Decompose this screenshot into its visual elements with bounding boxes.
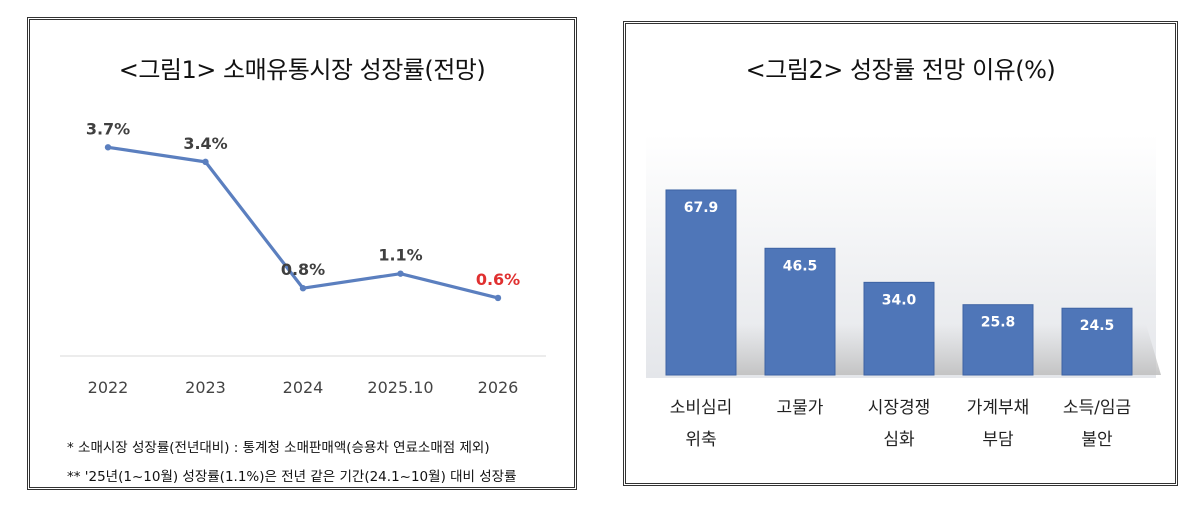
data-label: 67.9 bbox=[684, 200, 719, 216]
x-tick-label: 2024 bbox=[283, 378, 324, 397]
x-tick-label: 부담 bbox=[982, 430, 1014, 450]
x-tick-label: 심화 bbox=[883, 430, 915, 450]
data-point bbox=[299, 285, 307, 292]
x-tick-label: 2026 bbox=[478, 378, 519, 397]
x-tick-label: 2023 bbox=[185, 378, 226, 397]
data-label: 3.4% bbox=[183, 134, 227, 153]
footnote: * 소매시장 성장률(전년대비) : 통계청 소매판매액(승용차 연료소매점 제… bbox=[67, 440, 490, 456]
data-label: 25.8 bbox=[981, 315, 1016, 331]
x-tick-label: 소비심리 bbox=[670, 398, 733, 418]
bar bbox=[863, 281, 935, 376]
x-tick-label: 2025.10 bbox=[367, 378, 433, 397]
x-tick-label: 2022 bbox=[88, 378, 129, 397]
data-label: 3.7% bbox=[86, 119, 130, 138]
data-label: 34.0 bbox=[882, 292, 917, 308]
x-tick-label: 시장경쟁 bbox=[868, 398, 931, 418]
data-label: 46.5 bbox=[783, 258, 818, 274]
x-tick-label: 위축 bbox=[685, 430, 716, 450]
x-tick-label: 불안 bbox=[1081, 430, 1113, 450]
data-label: 0.6% bbox=[476, 270, 520, 289]
footnote: ** '25년(1~10월) 성장률(1.1%)은 전년 같은 기간(24.1~… bbox=[67, 469, 517, 485]
line-chart: 3.7% 2022 3.4% 2023 0.8% 2024 1.1% 2025.10 0.6% 2… bbox=[60, 119, 546, 397]
bar bbox=[1061, 307, 1133, 376]
line-chart-panel: <그림1> 소매유통시장 성장률(전망) 3.7% 2022 3.4% 2023 0.8… bbox=[27, 17, 577, 490]
data-point bbox=[397, 270, 404, 277]
bar bbox=[764, 247, 836, 376]
x-tick-label: 소득/임금 bbox=[1063, 398, 1131, 418]
chart-title: <그림1> 소매유통시장 성장률(전망) bbox=[118, 56, 486, 84]
data-label: 0.8% bbox=[281, 260, 325, 279]
data-label: 24.5 bbox=[1080, 318, 1115, 334]
x-tick-label: 가계부채 bbox=[967, 398, 1030, 418]
data-point bbox=[202, 158, 209, 166]
data-point bbox=[104, 144, 112, 151]
x-tick-label: 고물가 bbox=[777, 398, 824, 418]
bar bbox=[962, 304, 1034, 376]
bar bbox=[665, 189, 737, 376]
data-label: 1.1% bbox=[378, 246, 422, 265]
chart-title: <그림2> 성장률 전망 이유(%) bbox=[745, 56, 1056, 84]
data-point bbox=[494, 294, 502, 302]
